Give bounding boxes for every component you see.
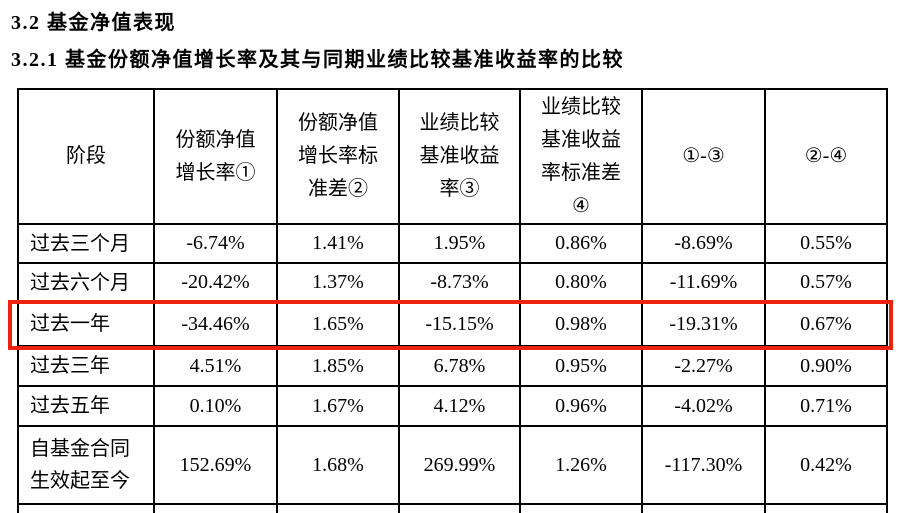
cell-value: -34.46% — [153, 301, 278, 347]
cell-value: 1.68% — [276, 425, 400, 505]
cutoff-next-row — [17, 503, 888, 513]
cell-value: -8.69% — [641, 223, 766, 264]
table-row: 过去五年 0.10% 1.67% 4.12% 0.96% -4.02% 0.71… — [17, 385, 888, 427]
col-header-benchmark-stdev: 业绩比较 基准收益 率标准差 ④ — [519, 88, 643, 225]
cell-value: -11.69% — [641, 262, 766, 303]
subsection-title: 3.2.1 基金份额净值增长率及其与同期业绩比较基准收益率的比较 — [11, 49, 624, 71]
table-row: 自基金合同 生效起至今 152.69% 1.68% 269.99% 1.26% … — [17, 425, 888, 505]
cell-value: 1.65% — [276, 301, 400, 347]
cell-value: 4.12% — [398, 385, 521, 427]
cell-value: 1.85% — [276, 345, 400, 387]
row-period: 自基金合同 生效起至今 — [17, 425, 155, 505]
cell-value: 269.99% — [398, 425, 521, 505]
cell-value: 0.67% — [764, 301, 888, 347]
cell-value: -6.74% — [153, 223, 278, 264]
cell-value: 4.51% — [153, 345, 278, 387]
table-row-highlighted: 过去一年 -34.46% 1.65% -15.15% 0.98% -19.31%… — [17, 301, 888, 347]
cell-value: 0.96% — [519, 385, 643, 427]
cell-value: -15.15% — [398, 301, 521, 347]
table-row: 过去六个月 -20.42% 1.37% -8.73% 0.80% -11.69%… — [17, 262, 888, 303]
fund-performance-table: 阶段 份额净值 增长率① 份额净值 增长率标 准差② 业绩比较 基准收益 率③ … — [17, 88, 893, 513]
cell-value: 1.26% — [519, 425, 643, 505]
table-row: 过去三年 4.51% 1.85% 6.78% 0.95% -2.27% 0.90… — [17, 345, 888, 387]
row-period: 过去五年 — [17, 385, 155, 427]
section-title: 3.2 基金净值表现 — [11, 12, 176, 34]
row-period: 过去六个月 — [17, 262, 155, 303]
cell-value: -2.27% — [641, 345, 766, 387]
row-period: 过去三个月 — [17, 223, 155, 264]
col-header-diff-2-4: ②-④ — [764, 88, 888, 225]
cell-value: 0.57% — [764, 262, 888, 303]
cell-value: 1.67% — [276, 385, 400, 427]
table-row: 过去三个月 -6.74% 1.41% 1.95% 0.86% -8.69% 0.… — [17, 223, 888, 264]
cell-value: -20.42% — [153, 262, 278, 303]
cell-value: 1.37% — [276, 262, 400, 303]
cell-value: -4.02% — [641, 385, 766, 427]
row-period: 过去三年 — [17, 345, 155, 387]
cell-value: 0.86% — [519, 223, 643, 264]
cell-value: 0.55% — [764, 223, 888, 264]
cell-value: 0.98% — [519, 301, 643, 347]
col-header-diff-1-3: ①-③ — [641, 88, 766, 225]
cell-value: 0.10% — [153, 385, 278, 427]
cell-value: -8.73% — [398, 262, 521, 303]
cell-value: -19.31% — [641, 301, 766, 347]
cell-value: 0.95% — [519, 345, 643, 387]
cell-value: 1.41% — [276, 223, 400, 264]
cell-value: 0.80% — [519, 262, 643, 303]
col-header-benchmark-return: 业绩比较 基准收益 率③ — [398, 88, 521, 225]
cell-value: 0.71% — [764, 385, 888, 427]
cell-value: -117.30% — [641, 425, 766, 505]
cell-value: 0.42% — [764, 425, 888, 505]
col-header-nav-growth: 份额净值 增长率① — [153, 88, 278, 225]
performance-table: 阶段 份额净值 增长率① 份额净值 增长率标 准差② 业绩比较 基准收益 率③ … — [17, 88, 888, 513]
cell-value: 1.95% — [398, 223, 521, 264]
cell-value: 6.78% — [398, 345, 521, 387]
header-row: 阶段 份额净值 增长率① 份额净值 增长率标 准差② 业绩比较 基准收益 率③ … — [17, 88, 888, 225]
col-header-period: 阶段 — [17, 88, 155, 225]
col-header-nav-growth-stdev: 份额净值 增长率标 准差② — [276, 88, 400, 225]
row-period: 过去一年 — [17, 301, 155, 347]
cell-value: 152.69% — [153, 425, 278, 505]
cell-value: 0.90% — [764, 345, 888, 387]
